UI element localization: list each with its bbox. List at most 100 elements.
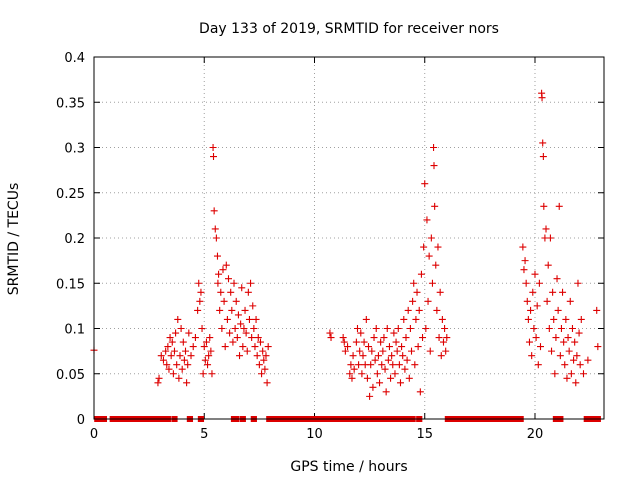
data-point	[376, 379, 384, 387]
data-points	[90, 89, 602, 422]
grid-lines	[94, 57, 604, 419]
data-point	[189, 343, 197, 351]
data-point	[226, 329, 234, 337]
data-point	[366, 392, 374, 400]
data-point	[435, 334, 443, 342]
data-point	[414, 343, 422, 351]
data-point	[399, 352, 407, 360]
data-point	[389, 361, 397, 369]
data-point	[252, 315, 260, 323]
data-point	[412, 315, 420, 323]
data-point	[392, 338, 400, 346]
data-point	[241, 306, 249, 314]
data-point	[157, 352, 165, 360]
data-point	[251, 343, 259, 351]
data-point	[539, 139, 547, 147]
data-point	[439, 338, 447, 346]
data-point	[340, 338, 348, 346]
data-point	[248, 334, 256, 342]
data-point	[155, 374, 163, 382]
data-point	[527, 306, 535, 314]
data-point	[561, 361, 569, 369]
x-tick-label: 5	[200, 427, 208, 442]
data-point	[211, 225, 219, 233]
data-point	[177, 325, 185, 332]
data-point	[433, 306, 441, 314]
data-point	[540, 202, 548, 210]
data-point	[393, 347, 401, 355]
data-point	[164, 343, 172, 351]
data-point	[542, 225, 550, 233]
data-point	[344, 343, 352, 351]
data-point	[382, 388, 390, 396]
data-point	[185, 329, 193, 337]
data-point	[549, 288, 557, 296]
data-point	[525, 338, 533, 346]
data-point	[154, 379, 162, 387]
data-point	[166, 334, 174, 342]
data-point	[384, 356, 392, 364]
data-point	[557, 325, 565, 332]
data-point	[194, 306, 202, 314]
data-point	[198, 325, 206, 332]
data-point	[373, 370, 381, 378]
y-tick-label: 0.05	[56, 368, 85, 383]
data-point	[363, 374, 371, 382]
data-point	[422, 325, 430, 332]
data-point	[210, 153, 218, 161]
data-point	[524, 315, 532, 323]
data-point	[572, 379, 580, 387]
data-point	[423, 216, 431, 224]
data-point	[176, 352, 184, 360]
data-point	[370, 334, 378, 342]
data-point	[403, 356, 411, 364]
data-point	[520, 266, 528, 274]
data-point	[350, 365, 358, 373]
data-point	[584, 356, 592, 364]
data-point	[213, 252, 221, 260]
data-point	[539, 153, 547, 161]
data-point	[369, 383, 377, 391]
data-point	[538, 94, 546, 102]
data-point	[362, 315, 370, 323]
data-point	[259, 347, 267, 355]
data-point	[424, 297, 432, 305]
data-point	[544, 261, 552, 269]
data-point	[249, 302, 257, 310]
data-point	[441, 325, 449, 332]
data-point	[383, 325, 391, 332]
x-tick-label: 10	[306, 427, 323, 442]
data-point	[534, 361, 542, 369]
data-point	[233, 334, 241, 342]
data-point	[339, 334, 347, 342]
data-point	[200, 343, 208, 351]
data-point	[576, 361, 584, 369]
data-point	[232, 297, 240, 305]
data-point	[430, 144, 438, 151]
data-point	[535, 279, 543, 287]
data-point	[165, 365, 173, 373]
data-point	[199, 370, 207, 378]
y-tick-label: 0.4	[64, 51, 85, 66]
data-point	[255, 361, 263, 369]
x-tick-label: 0	[90, 427, 98, 442]
data-point	[532, 334, 540, 342]
data-point	[247, 279, 255, 287]
data-point	[237, 320, 245, 328]
y-axis-label: SRMTID / TECUs	[6, 183, 22, 296]
data-point	[240, 325, 248, 332]
x-tick-label: 20	[527, 427, 544, 442]
data-point	[346, 370, 354, 378]
data-point	[556, 352, 564, 360]
data-point	[205, 352, 213, 360]
data-point	[214, 279, 222, 287]
data-point	[348, 374, 356, 382]
data-point	[434, 243, 442, 251]
data-point	[519, 243, 527, 251]
data-point	[405, 374, 413, 382]
data-point	[178, 365, 186, 373]
data-point	[436, 288, 444, 296]
data-point	[413, 288, 421, 296]
data-point	[239, 343, 247, 351]
data-point	[575, 329, 583, 337]
